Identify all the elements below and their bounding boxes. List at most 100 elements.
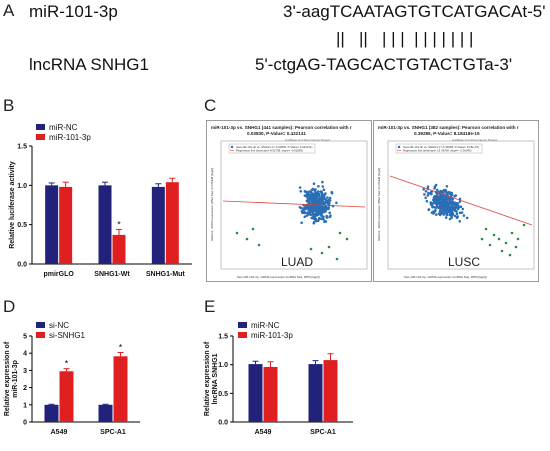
lusc-scatter-plot: miR-101-3p vs. SNHG1 (382 samples): Pear… [373, 120, 539, 282]
outlier-point [504, 241, 508, 245]
scatter-point [444, 216, 448, 219]
lusc-source-note: starBase v2.0 Pan-Cancer Project [452, 138, 498, 142]
scatter-point [449, 214, 453, 217]
outlier-point [497, 237, 501, 241]
legend-label: miR-NC [49, 123, 78, 132]
scatter-point [322, 200, 325, 204]
y-tick-label: 4 [23, 351, 27, 358]
scatter-point [316, 211, 319, 214]
outlier-point [514, 245, 518, 249]
scatter-point [453, 206, 456, 209]
scatter-point [452, 201, 456, 204]
bar [59, 186, 73, 264]
scatter-point [310, 199, 313, 203]
scatter-point [319, 209, 322, 213]
scatter-point [311, 207, 314, 210]
scatter-point [321, 185, 325, 188]
legend-label: miR-101-3p [49, 133, 91, 142]
panel-a-letter: A [3, 1, 15, 20]
significance-marker: * [117, 219, 121, 229]
outlier-point [522, 223, 526, 227]
scatter-point [323, 208, 326, 211]
bar [263, 366, 278, 422]
y-tick-label: 1.5 [17, 144, 27, 151]
luad-scatter-plot: miR-101-3p vs. SNHG1 (441 samples): Pear… [206, 120, 372, 282]
outlier-point [500, 249, 504, 253]
scatter-point [450, 209, 454, 213]
scatter-point [311, 212, 315, 216]
legend-swatch [36, 322, 45, 328]
scatter-point [442, 196, 445, 199]
scatter-point [309, 193, 313, 196]
scatter-point [317, 185, 320, 188]
scatter-point [456, 215, 459, 218]
scatter-point [317, 192, 321, 196]
scatter-point [320, 212, 323, 215]
scatter-point [440, 205, 443, 209]
scatter-point [458, 200, 462, 203]
scatter-point [309, 191, 313, 194]
scatter-point [308, 198, 312, 201]
scatter-point [438, 201, 442, 205]
scatter-point [456, 202, 460, 205]
scatter-point [301, 209, 305, 213]
scatter-point [451, 204, 454, 208]
scatter-point [299, 206, 303, 210]
scatter-point [438, 213, 442, 217]
scatter-point [312, 209, 316, 213]
scatter-point [447, 191, 450, 194]
regression-line [222, 200, 366, 208]
scatter-point [438, 197, 442, 200]
y-tick-label: 5 [23, 334, 27, 341]
bar [59, 371, 74, 422]
luad-source-note: starBase v2.0 Pan-Cancer Project [285, 138, 331, 142]
regression-line [389, 175, 533, 226]
scatter-point [426, 185, 430, 188]
y-tick-label: 0.5 [17, 222, 27, 229]
scatter-point [445, 205, 448, 208]
scatter-point [438, 209, 442, 213]
scatter-point [298, 186, 302, 189]
scatter-point [322, 195, 326, 198]
scatter-point [335, 201, 338, 205]
y-axis-label: Relative luciferase activity [9, 161, 16, 249]
bar [165, 182, 179, 264]
scatter-point [426, 194, 430, 197]
bar [151, 186, 165, 264]
scatter-point [445, 213, 449, 217]
y-axis-label-line: Relative expression of [204, 341, 211, 416]
legend-swatch [238, 322, 247, 328]
bar [98, 404, 113, 422]
x-tick-label: pmirGLO [43, 271, 74, 278]
scatter-point [325, 216, 328, 219]
scatter-point [326, 196, 329, 199]
scatter-point [423, 193, 426, 196]
scatter-point [323, 220, 326, 223]
outlier-point [345, 237, 349, 241]
scatter-point [425, 199, 429, 203]
outlier-point [309, 247, 313, 251]
bar [45, 185, 59, 264]
scatter-point [323, 197, 326, 200]
scatter-point [462, 214, 466, 217]
panel-b-letter: B [3, 96, 15, 115]
x-tick-label: SNHG1-Mut [146, 271, 186, 278]
outlier-point [251, 227, 255, 231]
x-tick-label: SNHG1-Wt [94, 271, 130, 278]
y-tick-label: 0 [23, 420, 27, 427]
scatter-point [318, 216, 321, 220]
scatter-point [313, 195, 316, 198]
scatter-point [313, 192, 317, 195]
scatter-point [432, 212, 435, 215]
scatter-point [321, 202, 324, 206]
scatter-point [458, 211, 462, 215]
y-tick-label: 2 [23, 385, 27, 392]
outlier-point [257, 243, 261, 247]
scatter-point [308, 212, 311, 216]
plot-frame [387, 140, 535, 270]
scatter-point [424, 190, 428, 193]
significance-marker: * [65, 359, 69, 369]
scatter-point [433, 187, 436, 190]
scatter-point [304, 211, 307, 215]
panel-d-chart: 0 1 2 3 4 5 Relative expression ofmiR-101-3p * A… [4, 321, 140, 436]
